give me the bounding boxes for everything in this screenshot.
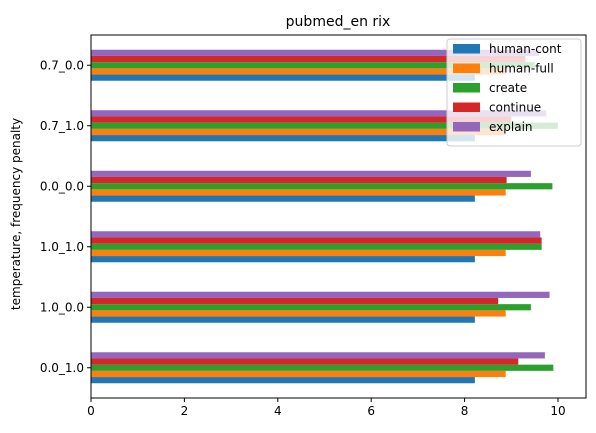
legend-swatch <box>453 102 480 112</box>
bar-human-cont-1.0_0.0 <box>91 316 475 323</box>
bar-explain-0.7_0.0 <box>91 49 540 56</box>
bar-create-0.0_1.0 <box>91 364 554 371</box>
bar-human-full-0.7_1.0 <box>91 128 506 136</box>
x-tick-label: 4 <box>274 404 282 418</box>
bar-create-0.7_1.0 <box>91 122 558 129</box>
bar-explain-0.0_0.0 <box>91 170 531 177</box>
legend-swatch <box>453 63 480 73</box>
y-tick-label: 0.0_0.0 <box>40 179 84 193</box>
bar-continue-0.0_0.0 <box>91 176 507 184</box>
x-tick-label: 2 <box>181 404 189 418</box>
bar-human-cont-0.7_1.0 <box>91 135 475 142</box>
chart-title: pubmed_en rix <box>286 14 391 30</box>
x-tick-label: 0 <box>87 404 95 418</box>
bar-human-cont-0.0_0.0 <box>91 195 475 202</box>
bar-create-1.0_0.0 <box>91 304 531 311</box>
bar-continue-0.7_0.0 <box>91 55 526 63</box>
legend-swatch <box>453 44 480 54</box>
bar-human-full-1.0_1.0 <box>91 249 506 257</box>
y-tick-label: 0.7_1.0 <box>40 119 84 133</box>
x-tick-label: 6 <box>367 404 375 418</box>
legend-swatch <box>453 122 480 132</box>
bar-create-1.0_1.0 <box>91 243 542 250</box>
bar-continue-0.7_1.0 <box>91 116 512 123</box>
bar-explain-0.7_1.0 <box>91 110 547 117</box>
bar-human-full-0.7_0.0 <box>91 68 506 75</box>
bar-human-cont-0.0_1.0 <box>91 377 475 384</box>
x-tick-label: 10 <box>550 404 565 418</box>
bar-human-full-1.0_0.0 <box>91 310 506 317</box>
legend-label: create <box>489 81 527 95</box>
legend-swatch <box>453 83 480 93</box>
bar-create-0.7_0.0 <box>91 62 535 69</box>
x-axis-ticks: 0 2 4 6 8 10 <box>87 398 566 418</box>
y-tick-label: 1.0_1.0 <box>40 240 84 254</box>
x-tick-label: 8 <box>461 404 469 418</box>
bar-human-cont-1.0_1.0 <box>91 256 475 263</box>
y-tick-label: 1.0_0.0 <box>40 300 84 314</box>
legend-label: explain <box>489 120 533 134</box>
bar-continue-1.0_1.0 <box>91 237 542 244</box>
y-tick-label: 0.7_0.0 <box>40 58 84 72</box>
bar-explain-1.0_1.0 <box>91 231 541 238</box>
bar-human-full-0.0_0.0 <box>91 189 506 196</box>
bar-continue-1.0_0.0 <box>91 297 499 305</box>
legend-label: human-full <box>489 62 554 76</box>
bar-human-cont-0.7_0.0 <box>91 74 475 81</box>
bar-explain-0.0_1.0 <box>91 352 545 359</box>
bar-human-full-0.0_1.0 <box>91 370 506 378</box>
legend-label: human-cont <box>489 42 562 56</box>
y-tick-label: 0.0_1.0 <box>40 361 84 375</box>
y-axis-ticks: 0.0_1.0 1.0_0.0 1.0_1.0 0.0_0.0 0.7_1.0 0.7_0… <box>40 58 91 375</box>
bar-explain-1.0_0.0 <box>91 291 550 298</box>
legend: human-cont human-full create continue explai… <box>446 38 582 147</box>
bars-group <box>91 49 558 384</box>
bar-create-0.0_0.0 <box>91 183 553 190</box>
legend-box <box>446 38 582 147</box>
legend-label: continue <box>489 101 541 115</box>
plot-frame <box>90 34 587 399</box>
y-axis-label: temperature, frequency penalty <box>9 118 23 310</box>
bar-continue-0.0_1.0 <box>91 358 519 365</box>
